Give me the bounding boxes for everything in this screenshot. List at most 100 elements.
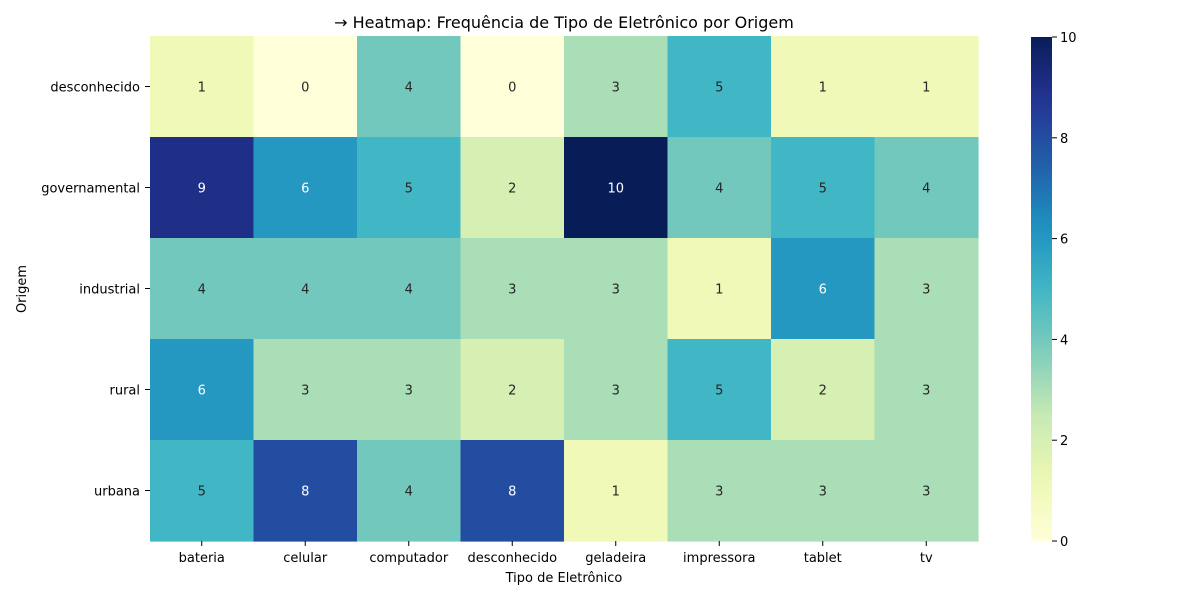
heatmap-cell-label: 2 (508, 384, 516, 399)
heatmap-cell-label: 1 (922, 81, 930, 96)
heatmap-cell (771, 238, 876, 340)
heatmap-cell-label: 10 (607, 182, 624, 197)
heatmap-cell (357, 137, 462, 239)
x-tick-label: tv (920, 551, 933, 566)
heatmap-cell (150, 440, 255, 542)
heatmap-cell (771, 36, 876, 138)
heatmap-cell (253, 36, 358, 138)
heatmap-cell-label: 1 (198, 81, 206, 96)
heatmap-cell (253, 238, 358, 340)
heatmap-cell-label: 0 (508, 81, 516, 96)
heatmap-cell (460, 339, 565, 441)
heatmap-cell-label: 4 (922, 182, 930, 197)
heatmap-cell (564, 36, 669, 138)
heatmap-cell-label: 1 (612, 485, 620, 500)
colorbar-tick-label: 8 (1060, 132, 1068, 147)
heatmap-cell-label: 3 (922, 485, 930, 500)
heatmap-cell-label: 3 (612, 384, 620, 399)
x-tick-label: geladeira (585, 551, 646, 566)
heatmap-cell-label: 2 (819, 384, 827, 399)
heatmap-cell (357, 440, 462, 542)
heatmap-cell-label: 4 (301, 283, 309, 298)
heatmap-cell (667, 440, 772, 542)
heatmap-cell (874, 137, 979, 239)
y-axis-label: Origem (15, 265, 30, 313)
heatmap-cell (460, 36, 565, 138)
heatmap-cell (564, 238, 669, 340)
heatmap-cell (771, 137, 876, 239)
heatmap-cell-label: 3 (922, 283, 930, 298)
heatmap-cell (564, 339, 669, 441)
heatmap-cell-label: 3 (508, 283, 516, 298)
heatmap-cell-label: 3 (715, 485, 723, 500)
chart-title: → Heatmap: Frequência de Tipo de Eletrôn… (334, 13, 794, 32)
heatmap-cell-label: 4 (405, 485, 413, 500)
heatmap-cell-label: 4 (715, 182, 723, 197)
heatmap-cell (253, 440, 358, 542)
x-tick-label: tablet (804, 551, 842, 566)
x-tick-label: bateria (179, 551, 225, 566)
heatmap-cell-label: 6 (819, 283, 827, 298)
heatmap-cell-label: 4 (198, 283, 206, 298)
heatmap-cell-label: 5 (715, 384, 723, 399)
heatmap-cell-label: 8 (301, 485, 309, 500)
heatmap-cell-label: 9 (198, 182, 206, 197)
heatmap-cell (150, 36, 255, 138)
heatmap-cell (771, 440, 876, 542)
heatmap-cell (667, 238, 772, 340)
heatmap-cell (564, 137, 669, 239)
heatmap-cell-label: 4 (405, 283, 413, 298)
heatmap-cell (460, 440, 565, 542)
heatmap-cells (150, 36, 979, 542)
heatmap-cell-label: 5 (819, 182, 827, 197)
x-tick-label: celular (283, 551, 328, 566)
heatmap-cell-label: 5 (405, 182, 413, 197)
x-tick-label: computador (369, 551, 449, 566)
heatmap-cell-label: 4 (405, 81, 413, 96)
heatmap-cell (357, 339, 462, 441)
heatmap-cell (150, 238, 255, 340)
heatmap-cell-label: 0 (301, 81, 309, 96)
heatmap-cell (874, 36, 979, 138)
colorbar (1031, 37, 1052, 541)
y-axis-ticks: desconhecido governamental industrial rural… (41, 81, 150, 500)
x-axis-label: Tipo de Eletrônico (505, 571, 623, 586)
y-tick-label: desconhecido (50, 81, 140, 96)
heatmap-cell-label: 1 (715, 283, 723, 298)
y-tick-label: governamental (41, 182, 140, 197)
heatmap-cell (667, 36, 772, 138)
heatmap-cell (771, 339, 876, 441)
heatmap-cell-label: 6 (301, 182, 309, 197)
colorbar-tick-label: 10 (1060, 31, 1077, 46)
y-tick-label: urbana (94, 485, 140, 500)
heatmap-cell (667, 339, 772, 441)
heatmap-cell (460, 137, 565, 239)
heatmap-cell-label: 2 (508, 182, 516, 197)
heatmap-cell-label: 3 (612, 283, 620, 298)
heatmap-cell (357, 36, 462, 138)
colorbar-tick-label: 0 (1060, 535, 1068, 550)
heatmap-cell-label: 3 (612, 81, 620, 96)
x-axis-ticks: bateria celular computador desconhecido gela… (179, 541, 933, 566)
heatmap-cell (253, 137, 358, 239)
x-tick-label: desconhecido (467, 551, 557, 566)
heatmap-cell (564, 440, 669, 542)
heatmap-cell-label: 3 (819, 485, 827, 500)
heatmap-cell-label: 3 (922, 384, 930, 399)
heatmap-cell (874, 238, 979, 340)
heatmap-cell (253, 339, 358, 441)
heatmap-cell (460, 238, 565, 340)
heatmap-cell-label: 1 (819, 81, 827, 96)
heatmap-cell-labels: 1 0 4 0 3 5 1 19 6 5 2 10 4 5 44 4 4 3 3 1 6 36 3 3 2 3 5 2 35 8 4 8 1 3 3… (198, 81, 931, 500)
heatmap-cell (874, 339, 979, 441)
x-tick-label: impressora (683, 551, 755, 566)
heatmap-cell-label: 8 (508, 485, 516, 500)
heatmap-cell-label: 5 (715, 81, 723, 96)
colorbar-tick-label: 2 (1060, 434, 1068, 449)
colorbar-ticks: 0 2 4 6 8 10 (1052, 31, 1077, 550)
colorbar-tick-label: 4 (1060, 333, 1068, 348)
heatmap-cell (150, 137, 255, 239)
y-tick-label: industrial (79, 283, 140, 298)
